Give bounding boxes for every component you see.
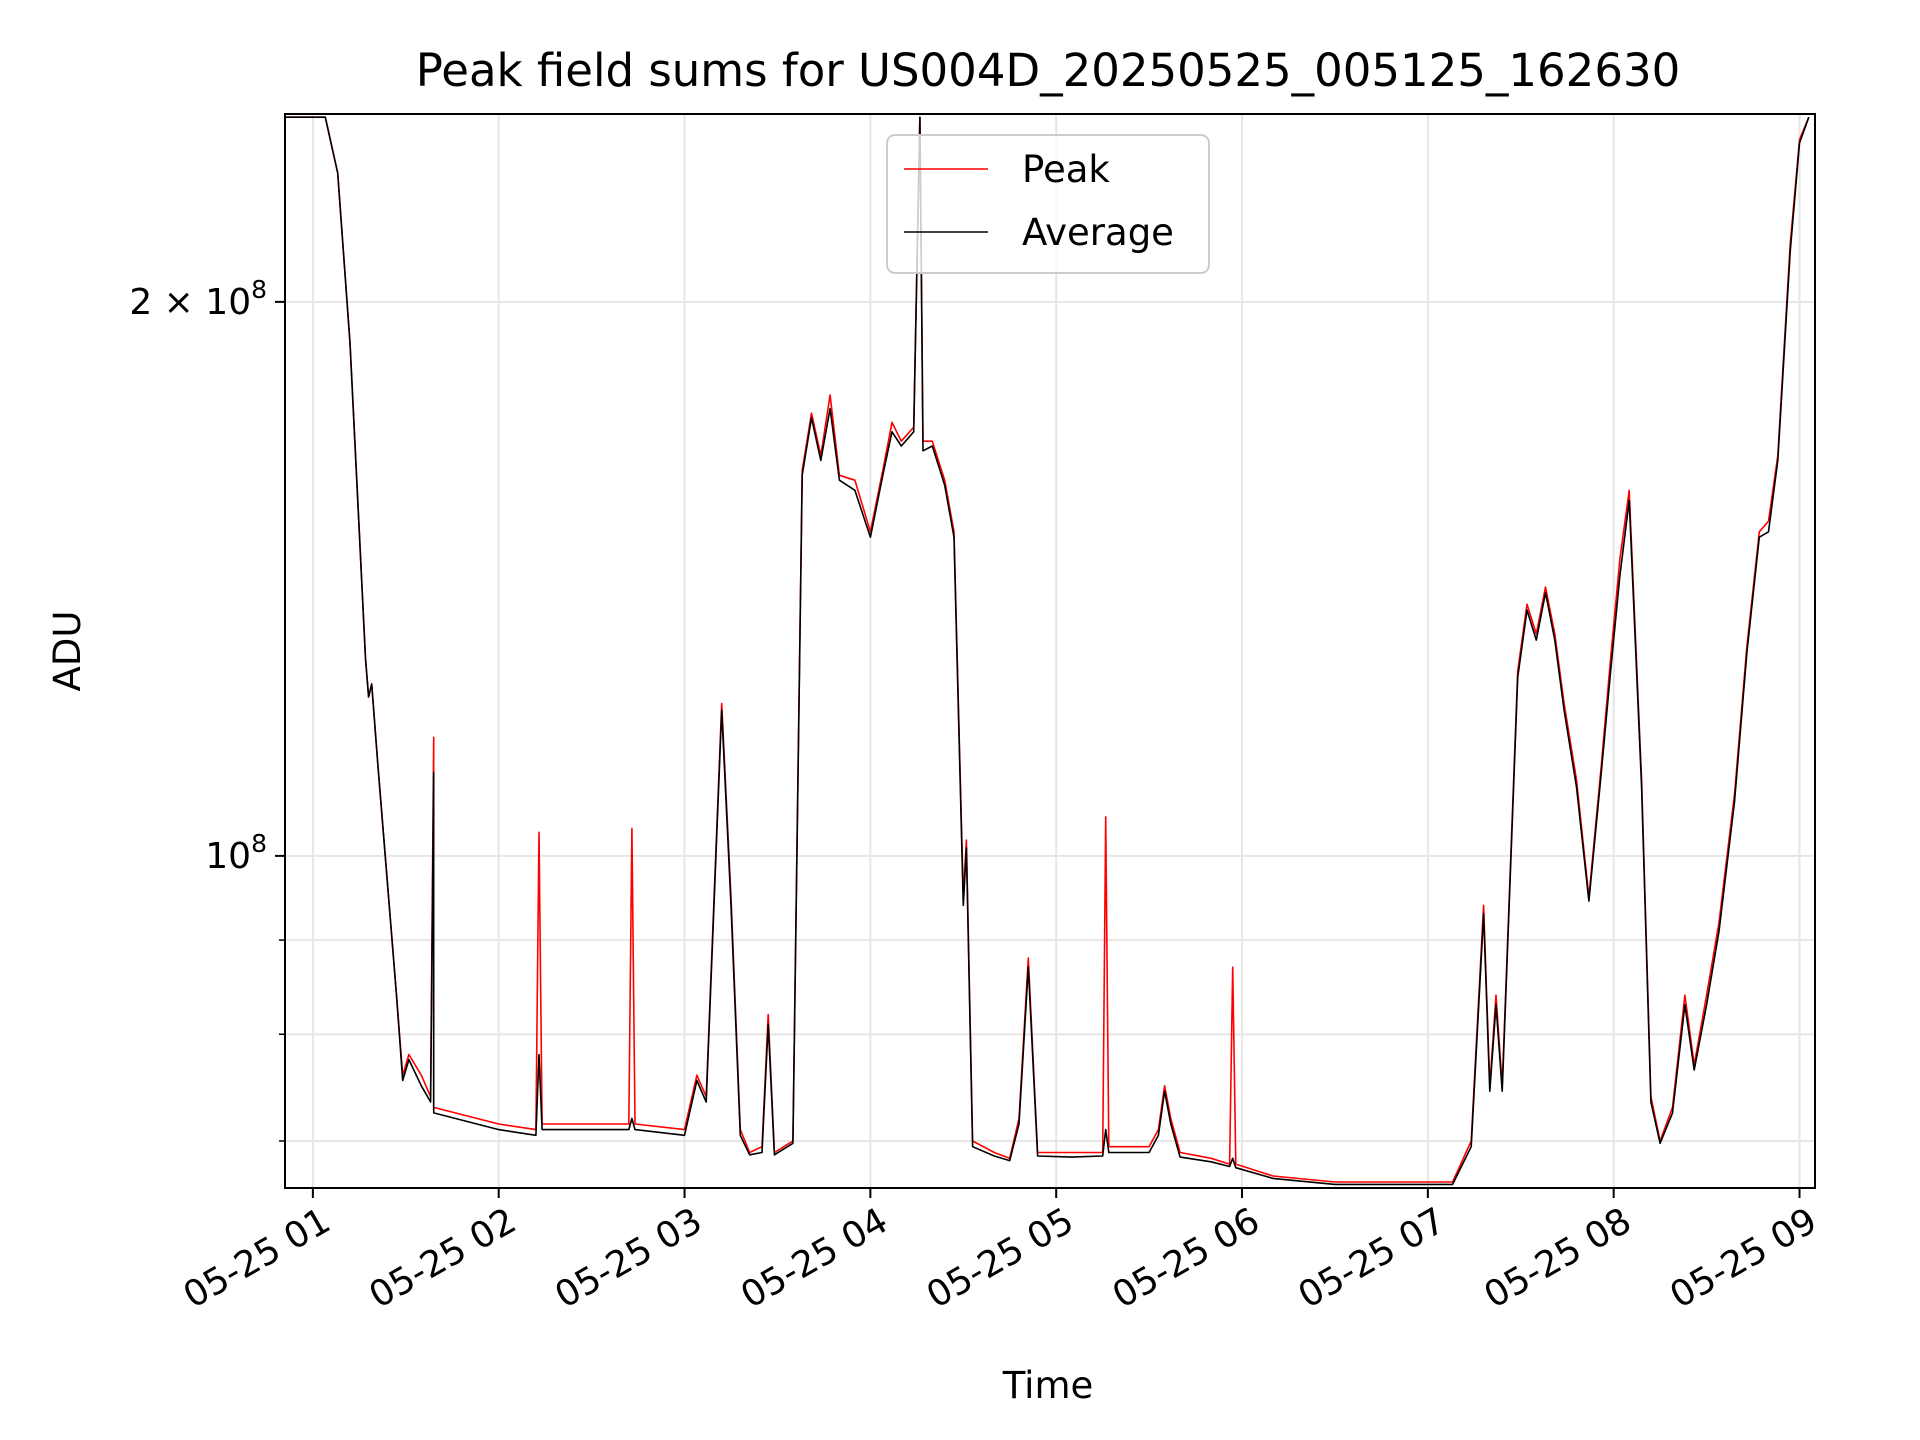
x-axis-label: Time <box>1002 1364 1094 1407</box>
y-tick-label: 108 <box>205 829 267 877</box>
legend: Peak Average <box>886 134 1210 274</box>
x-tick-label: 05-25 04 <box>734 1200 895 1316</box>
y-axis-label: ADU <box>46 611 89 692</box>
x-tick-label: 05-25 05 <box>920 1200 1081 1316</box>
x-tick-label: 05-25 01 <box>177 1200 338 1316</box>
series-layer <box>285 116 1810 1186</box>
legend-label-average: Average <box>1022 211 1174 254</box>
x-tick-label: 05-25 03 <box>548 1200 709 1316</box>
plot-frame <box>284 113 1816 1189</box>
legend-label-peak: Peak <box>1022 148 1110 191</box>
grid <box>285 114 1815 1188</box>
x-axis: 05-25 01 05-25 02 05-25 03 05-25 04 05-25 05… <box>177 1188 1824 1317</box>
series-line-peak <box>285 116 1810 1183</box>
y-tick-label: 2 × 108 <box>129 275 267 323</box>
x-tick-label: 05-25 09 <box>1663 1200 1824 1316</box>
x-tick-label: 05-25 08 <box>1478 1200 1639 1316</box>
series-line-average <box>285 116 1810 1186</box>
x-tick-label: 05-25 06 <box>1106 1200 1267 1316</box>
chart-title: Peak field sums for US004D_20250525_0051… <box>416 44 1680 97</box>
x-tick-label: 05-25 02 <box>363 1200 524 1316</box>
x-tick-label: 05-25 07 <box>1292 1200 1453 1316</box>
y-axis: 108 2 × 108 <box>129 275 285 1142</box>
